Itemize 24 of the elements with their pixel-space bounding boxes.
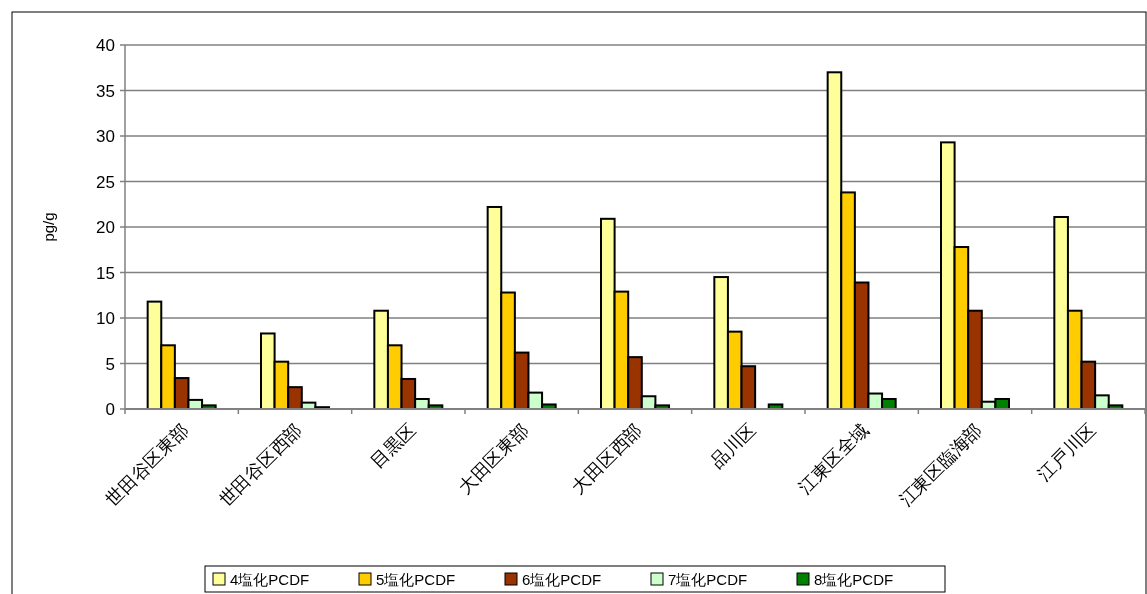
x-tick-label: 世田谷区西部 [215,419,306,511]
x-tick-label: 世田谷区東部 [101,419,193,511]
y-tick-label: 40 [96,36,115,55]
y-tick-label: 5 [105,354,115,374]
legend-label: 4塩化PCDF [230,571,310,588]
x-tick-label: 江東区全域 [794,419,873,498]
y-tick-label: 10 [96,309,115,328]
y-axis-title: pg/g [40,212,57,242]
x-tick-label: 目黒区 [366,419,420,473]
x-tick-label: 大田区東部 [454,419,533,498]
x-tick-label: 大田区西部 [568,419,646,498]
legend-label: 5塩化PCDF [376,571,456,588]
legend-label: 8塩化PCDF [814,571,894,588]
legend-label: 6塩化PCDF [522,571,602,588]
y-tick-label: 15 [96,263,115,283]
x-tick-label: 品川区 [706,419,760,473]
y-tick-label: 0 [105,400,115,419]
y-tick-label: 25 [96,172,115,192]
y-tick-label: 30 [96,127,115,146]
legend-label: 7塩化PCDF [668,571,748,588]
y-tick-label: 20 [96,218,115,237]
x-tick-label: 江戸川区 [1034,419,1100,485]
x-tick-label: 江東区臨海部 [895,419,986,511]
y-tick-label: 35 [96,81,115,101]
